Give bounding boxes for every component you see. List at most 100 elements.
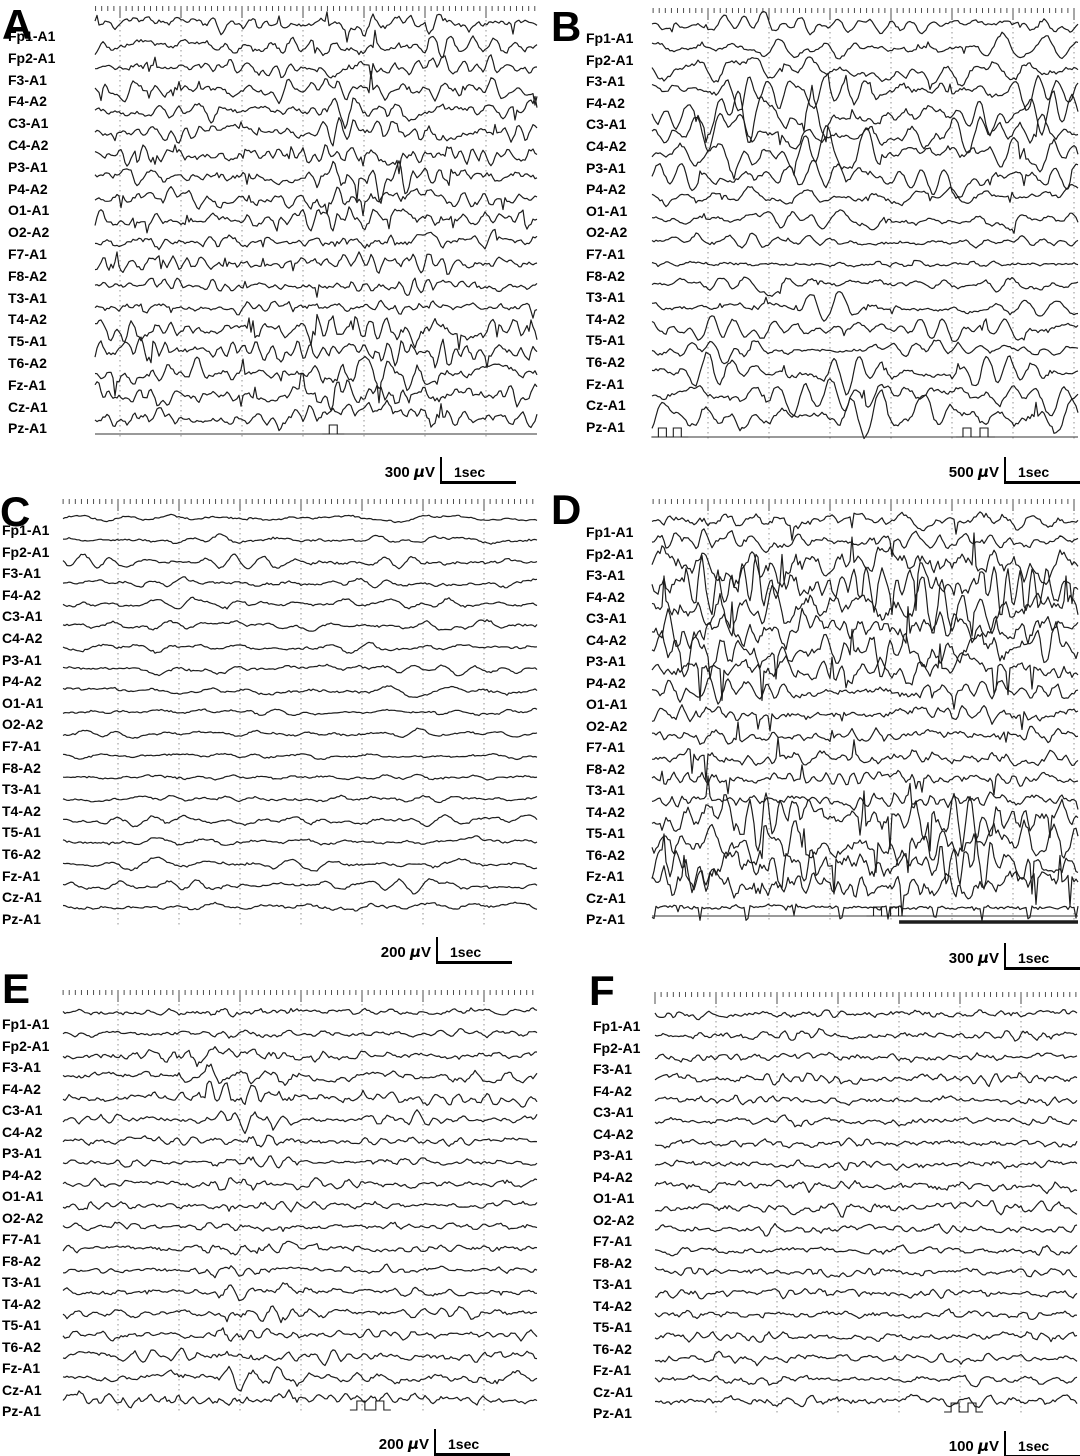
channel-label-Cz-A1: Cz-A1 (2, 889, 42, 906)
eeg-trace-E-T3-A1 (62, 1263, 538, 1279)
channel-label-T6-A2: T6-A2 (8, 355, 47, 371)
eeg-trace-F-Pz-A1 (654, 1393, 1078, 1408)
eeg-trace-D-P3-A1 (651, 621, 1079, 680)
channel-label-Cz-A1: Cz-A1 (593, 1383, 633, 1400)
eeg-trace-A-T6-A2 (94, 336, 538, 369)
channel-label-Fp2-A1: Fp2-A1 (593, 1039, 641, 1056)
channel-label-F4-A2: F4-A2 (8, 93, 47, 110)
channel-label-C3-A1: C3-A1 (586, 116, 627, 133)
second-gridlines (117, 1004, 485, 1414)
time-tick-ruler (652, 499, 1075, 511)
channel-label-O2-A2: O2-A2 (593, 1211, 635, 1228)
channel-label-F8-A2: F8-A2 (586, 267, 625, 284)
second-gridlines (707, 513, 1075, 920)
eeg-trace-E-T6-A2 (62, 1327, 538, 1342)
eeg-trace-F-F8-A2 (654, 1244, 1078, 1257)
channel-label-F3-A1: F3-A1 (8, 71, 47, 88)
channel-label-F3-A1: F3-A1 (586, 567, 625, 583)
channel-label-Cz-A1: Cz-A1 (2, 1381, 42, 1398)
channel-label-F3-A1: F3-A1 (2, 565, 41, 582)
channel-label-P4-A2: P4-A2 (2, 673, 42, 690)
channel-label-F4-A2: F4-A2 (2, 1080, 41, 1097)
eeg-trace-D-Fp1-A1 (651, 511, 1079, 541)
calibration-unit: V (988, 1438, 999, 1455)
channel-label-O2-A2: O2-A2 (8, 224, 50, 241)
time-amplitude-scale-bar: 1sec (1004, 1431, 1080, 1456)
channel-label-C4-A2: C4-A2 (593, 1125, 634, 1142)
channel-label-F4-A2: F4-A2 (2, 586, 41, 603)
calibration-value: 300 (948, 950, 978, 967)
eeg-trace-F-C4-A2 (654, 1114, 1077, 1128)
eeg-trace-C-T3-A1 (62, 773, 538, 781)
calibration-value: 200 (380, 944, 410, 961)
eeg-trace-F-O1-A1 (654, 1179, 1078, 1195)
time-amplitude-scale-bar: 1sec (436, 937, 512, 964)
eeg-trace-D-F4-A2 (651, 553, 1079, 616)
channel-label-T5-A1: T5-A1 (593, 1319, 632, 1335)
eeg-trace-A-Cz-A1 (94, 372, 538, 412)
eeg-trace-E-C3-A1 (62, 1080, 538, 1108)
channel-label-P4-A2: P4-A2 (593, 1168, 633, 1185)
channel-label-T5-A1: T5-A1 (2, 824, 41, 841)
micro-sign: µ (407, 1435, 419, 1453)
channel-label-O1-A1: O1-A1 (2, 1188, 44, 1204)
channel-label-Fp2-A1: Fp2-A1 (586, 545, 634, 562)
time-scale-label: 1sec (1018, 464, 1050, 480)
channel-label-P3-A1: P3-A1 (8, 158, 48, 175)
channel-label-T3-A1: T3-A1 (2, 781, 41, 798)
channel-label-O2-A2: O2-A2 (586, 717, 628, 734)
eeg-trace-B-F7-A1 (651, 232, 1079, 249)
channel-label-Pz-A1: Pz-A1 (593, 1405, 632, 1421)
eeg-trace-F-P4-A2 (654, 1159, 1078, 1171)
channel-label-P4-A2: P4-A2 (2, 1166, 42, 1183)
channel-label-O1-A1: O1-A1 (586, 202, 628, 219)
eeg-trace-A-P3-A1 (94, 144, 538, 175)
eeg-trace-A-F8-A2 (94, 251, 538, 275)
calibration-label: 100 µV (949, 1437, 999, 1456)
time-amplitude-scale-bar: 1sec (440, 457, 516, 484)
channel-label-F7-A1: F7-A1 (586, 246, 625, 262)
eeg-trace-C-Cz-A1 (62, 878, 538, 895)
channel-label-P3-A1: P3-A1 (586, 653, 626, 669)
channel-label-Fz-A1: Fz-A1 (593, 1362, 632, 1378)
channel-label-Fp1-A1: Fp1-A1 (2, 1016, 50, 1032)
eeg-trace-A-T3-A1 (94, 277, 538, 298)
eeg-trace-B-F4-A2 (651, 72, 1079, 112)
eeg-trace-F-T6-A2 (654, 1331, 1078, 1343)
eeg-trace-B-T5-A1 (651, 315, 1079, 342)
calibration-unit: V (418, 1436, 429, 1453)
eeg-trace-A-C3-A1 (94, 95, 538, 130)
eeg-trace-F-P3-A1 (654, 1137, 1078, 1149)
channel-label-T3-A1: T3-A1 (593, 1276, 632, 1292)
eeg-trace-D-Cz-A1 (651, 854, 1079, 917)
eeg-trace-B-F3-A1 (651, 56, 1079, 90)
event-marker-A (95, 424, 537, 435)
eeg-trace-D-C3-A1 (651, 575, 1079, 637)
eeg-trace-C-Pz-A1 (62, 901, 538, 912)
channel-label-Cz-A1: Cz-A1 (586, 889, 626, 906)
channel-label-C4-A2: C4-A2 (586, 138, 627, 154)
eeg-trace-plot-B (651, 8, 1079, 441)
eeg-trace-A-C4-A2 (94, 117, 538, 147)
channel-label-F7-A1: F7-A1 (8, 246, 47, 262)
time-tick-ruler (654, 992, 1077, 1004)
eeg-trace-B-P3-A1 (651, 125, 1079, 180)
eeg-trace-A-T5-A1 (94, 313, 538, 350)
eeg-trace-A-O2-A2 (94, 206, 538, 234)
channel-label-Fz-A1: Fz-A1 (586, 868, 625, 884)
eeg-trace-E-F4-A2 (62, 1063, 538, 1086)
channel-label-Fp1-A1: Fp1-A1 (8, 28, 56, 44)
calibration-value: 300 (384, 464, 414, 481)
eeg-trace-A-Fz-A1 (94, 355, 538, 404)
channel-label-T5-A1: T5-A1 (586, 332, 625, 349)
channel-label-O1-A1: O1-A1 (593, 1190, 635, 1206)
channel-label-T6-A2: T6-A2 (586, 354, 625, 370)
channel-label-F4-A2: F4-A2 (586, 588, 625, 605)
channel-label-Pz-A1: Pz-A1 (8, 420, 47, 437)
panel-letter-A: A (2, 1, 32, 48)
eeg-trace-B-Fp2-A1 (651, 31, 1079, 60)
